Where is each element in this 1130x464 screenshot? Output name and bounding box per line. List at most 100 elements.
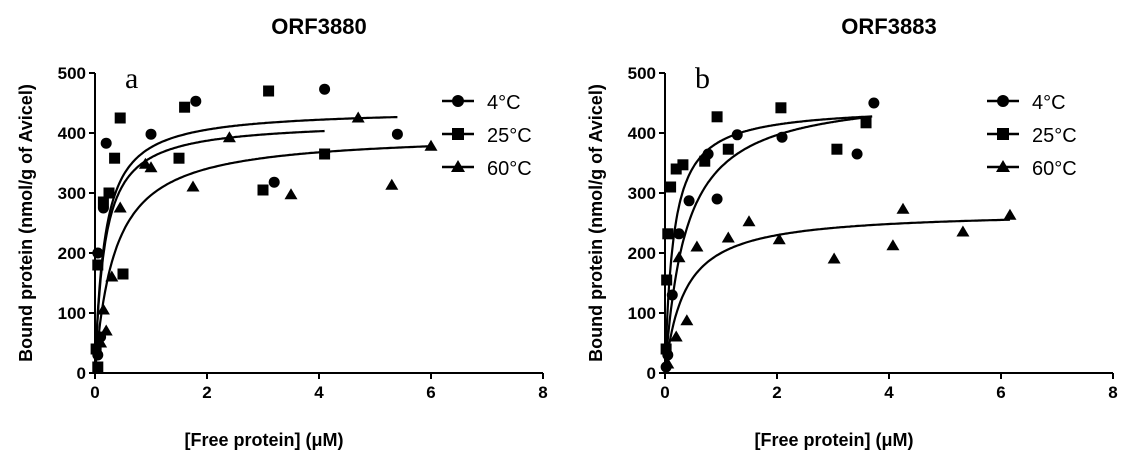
data-point <box>711 111 723 123</box>
panel-b: ORF3883 b 0 100 200 300 400 500 0 2 4 6 8 [Free prote… <box>586 14 1118 450</box>
data-point <box>92 247 104 259</box>
y-tick-label: 0 <box>647 364 656 383</box>
data-point <box>117 268 129 280</box>
y-tick-label: 100 <box>58 304 86 323</box>
fit-curve <box>663 218 1011 374</box>
y-tick-label: 500 <box>58 64 86 83</box>
x-tick-label: 8 <box>1108 383 1117 402</box>
data-point <box>677 159 689 171</box>
data-point <box>145 128 157 140</box>
y-tick-label: 200 <box>628 244 656 263</box>
fit-curve <box>93 116 398 374</box>
data-point <box>222 131 236 143</box>
panel-letter: b <box>695 62 710 95</box>
legend-label: 4°C <box>1032 92 1066 114</box>
data-point <box>113 201 127 213</box>
data-point <box>114 112 126 124</box>
y-tick-label: 400 <box>58 124 86 143</box>
series-1: 25°C <box>90 85 532 374</box>
data-point <box>105 270 119 282</box>
data-point <box>711 193 723 205</box>
x-tick-label: 4 <box>884 383 894 402</box>
fit-curve <box>93 129 325 374</box>
x-axis-label: [Free protein] (μM) <box>754 430 913 450</box>
legend-marker <box>452 128 464 140</box>
x-tick-label: 0 <box>90 383 99 402</box>
series-2: 60°C <box>661 158 1077 374</box>
data-point <box>851 148 863 160</box>
x-tick-label: 6 <box>426 383 435 402</box>
y-tick-label: 500 <box>628 64 656 83</box>
data-point <box>683 195 695 207</box>
y-tick-label: 200 <box>58 244 86 263</box>
data-point <box>257 184 269 196</box>
x-tick-label: 8 <box>538 383 547 402</box>
chart-title: ORF3883 <box>841 14 936 39</box>
data-point <box>680 314 694 326</box>
x-tick-label: 2 <box>202 383 211 402</box>
data-point <box>96 303 110 315</box>
data-point <box>672 251 686 263</box>
data-point <box>661 274 673 286</box>
x-tick-label: 4 <box>314 383 324 402</box>
data-point <box>827 252 841 264</box>
fit-curve <box>93 145 432 374</box>
data-point <box>351 111 365 123</box>
data-point <box>385 178 399 190</box>
data-point <box>868 97 880 109</box>
y-axis-label: Bound protein (nmol/g of Avicel) <box>586 84 606 362</box>
fit-curve <box>663 116 867 374</box>
panel-a: ORF3880 a 0 100 200 300 400 500 0 2 4 6 8 [Free prote… <box>16 14 548 450</box>
chart-title: ORF3880 <box>271 14 366 39</box>
legend-label: 4°C <box>487 92 521 114</box>
data-point <box>860 117 872 129</box>
data-point <box>1003 208 1017 220</box>
legend-marker <box>997 95 1009 107</box>
legend-marker <box>452 95 464 107</box>
data-point <box>97 196 109 208</box>
data-point <box>100 137 112 149</box>
data-point <box>660 343 672 355</box>
data-point <box>263 85 275 97</box>
data-point <box>661 357 675 369</box>
data-point <box>268 176 280 188</box>
x-axis-label: [Free protein] (μM) <box>184 430 343 450</box>
data-point <box>319 148 331 160</box>
y-tick-label: 400 <box>628 124 656 143</box>
data-point <box>103 187 115 199</box>
legend-marker <box>996 160 1010 172</box>
y-tick-label: 100 <box>628 304 656 323</box>
data-point <box>92 259 104 271</box>
x-tick-label: 6 <box>996 383 1005 402</box>
series-1: 25°C <box>660 102 1077 374</box>
legend-marker <box>451 160 465 172</box>
data-point <box>673 228 685 240</box>
y-tick-label: 0 <box>77 364 86 383</box>
panel-letter: a <box>125 62 138 95</box>
data-point <box>775 102 787 114</box>
data-point <box>886 239 900 251</box>
data-point <box>721 231 735 243</box>
data-point <box>722 143 734 155</box>
data-point <box>699 155 711 167</box>
legend-label: 60°C <box>1032 158 1077 180</box>
y-axis-label: Bound protein (nmol/g of Avicel) <box>16 84 36 362</box>
data-point <box>742 215 756 227</box>
data-point <box>896 202 910 214</box>
legend-label: 25°C <box>1032 125 1077 147</box>
x-tick-label: 2 <box>772 383 781 402</box>
data-point <box>284 188 298 200</box>
data-point <box>190 95 202 107</box>
series-2: 60°C <box>93 111 532 374</box>
data-point <box>109 152 121 164</box>
data-point <box>173 152 185 164</box>
data-point <box>319 83 331 95</box>
data-point <box>776 131 788 143</box>
x-tick-label: 0 <box>660 383 669 402</box>
legend-label: 25°C <box>487 125 532 147</box>
data-point <box>186 180 200 192</box>
data-point <box>670 163 682 175</box>
data-point <box>669 330 683 342</box>
y-tick-label: 300 <box>58 184 86 203</box>
